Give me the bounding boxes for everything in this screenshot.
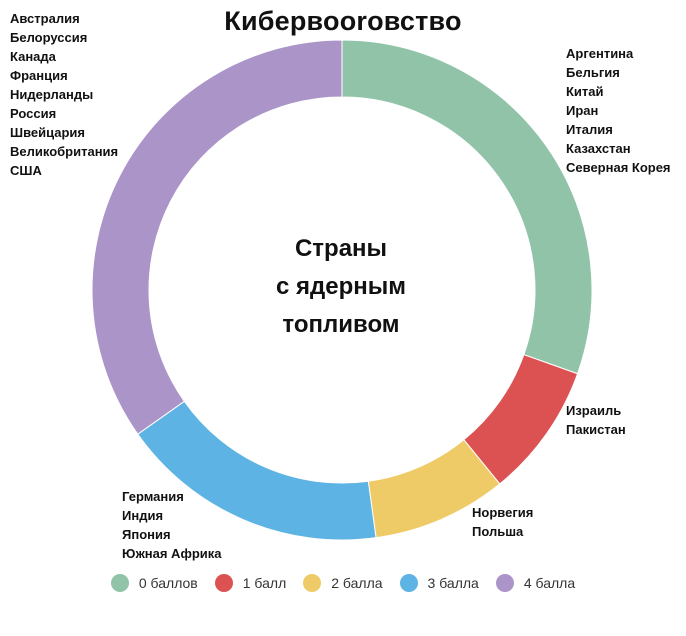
country-label: США bbox=[10, 163, 42, 178]
country-label: Южная Африка bbox=[122, 546, 222, 561]
countries-3-points: Германия Индия Япония Южная Африка bbox=[122, 487, 222, 563]
legend-item: 0 баллов bbox=[110, 574, 198, 592]
country-label: Северная Корея bbox=[566, 160, 671, 175]
country-label: Австралия bbox=[10, 11, 80, 26]
country-label: Япония bbox=[122, 527, 171, 542]
legend-color-dot bbox=[214, 574, 233, 592]
legend-color-dot bbox=[495, 574, 514, 592]
country-label: Россия bbox=[10, 106, 57, 121]
legend-item: 3 балла bbox=[399, 574, 479, 592]
country-label: Израиль bbox=[566, 403, 622, 418]
center-label-line-2: с ядерным bbox=[275, 273, 406, 300]
country-label: Китай bbox=[566, 84, 604, 99]
country-label: Бельгия bbox=[566, 65, 620, 80]
country-label: Швейцария bbox=[10, 125, 86, 140]
country-label: Великобритания bbox=[10, 144, 119, 159]
legend-color-dot bbox=[110, 574, 129, 592]
center-label-line-3: топливом bbox=[282, 311, 400, 338]
countries-4-points: Австралия Белоруссия Канада Франция Нидерлан… bbox=[10, 9, 118, 180]
legend-label: 3 балла bbox=[427, 575, 479, 591]
country-label: Белоруссия bbox=[10, 30, 88, 45]
countries-1-point: Израиль Пакистан bbox=[566, 401, 626, 439]
legend-label: 0 баллов bbox=[138, 575, 198, 591]
country-label: Германия bbox=[122, 489, 184, 504]
donut-slice-4 bbox=[91, 39, 343, 435]
country-label: Нидерланды bbox=[10, 87, 94, 102]
country-label: Пакистан bbox=[566, 422, 626, 437]
country-label: Индия bbox=[122, 508, 164, 523]
countries-0-points: Аргентина Бельгия Китай Иран Италия Казахстан… bbox=[566, 44, 671, 177]
legend-label: 1 балл bbox=[242, 575, 287, 591]
legend-item: 4 балла bbox=[495, 574, 576, 592]
country-label: Казахстан bbox=[566, 141, 631, 156]
chart-title: Кибервоorовство bbox=[224, 6, 462, 36]
legend-color-dot bbox=[399, 574, 418, 592]
countries-2-points: Норвегия Польша bbox=[472, 503, 533, 541]
legend-label: 4 балла bbox=[523, 575, 576, 591]
country-label: Канада bbox=[10, 49, 56, 64]
legend-color-dot bbox=[303, 574, 322, 592]
country-label: Норвегия bbox=[472, 505, 534, 520]
center-label: Страны с ядерным топливом bbox=[241, 230, 441, 344]
legend: 0 баллов 1 балл 2 балла 3 балла 4 балла bbox=[0, 574, 686, 592]
center-label-line-1: Страны bbox=[294, 235, 388, 262]
country-label: Польша bbox=[472, 524, 524, 539]
donut-slice-0 bbox=[341, 39, 593, 375]
country-label: Иран bbox=[566, 103, 599, 118]
country-label: Италия bbox=[566, 122, 613, 137]
legend-item: 1 балл bbox=[214, 574, 287, 592]
country-label: Франция bbox=[10, 68, 68, 83]
country-label: Аргентина bbox=[566, 46, 634, 61]
legend-label: 2 балла bbox=[331, 575, 383, 591]
legend-item: 2 балла bbox=[303, 574, 383, 592]
